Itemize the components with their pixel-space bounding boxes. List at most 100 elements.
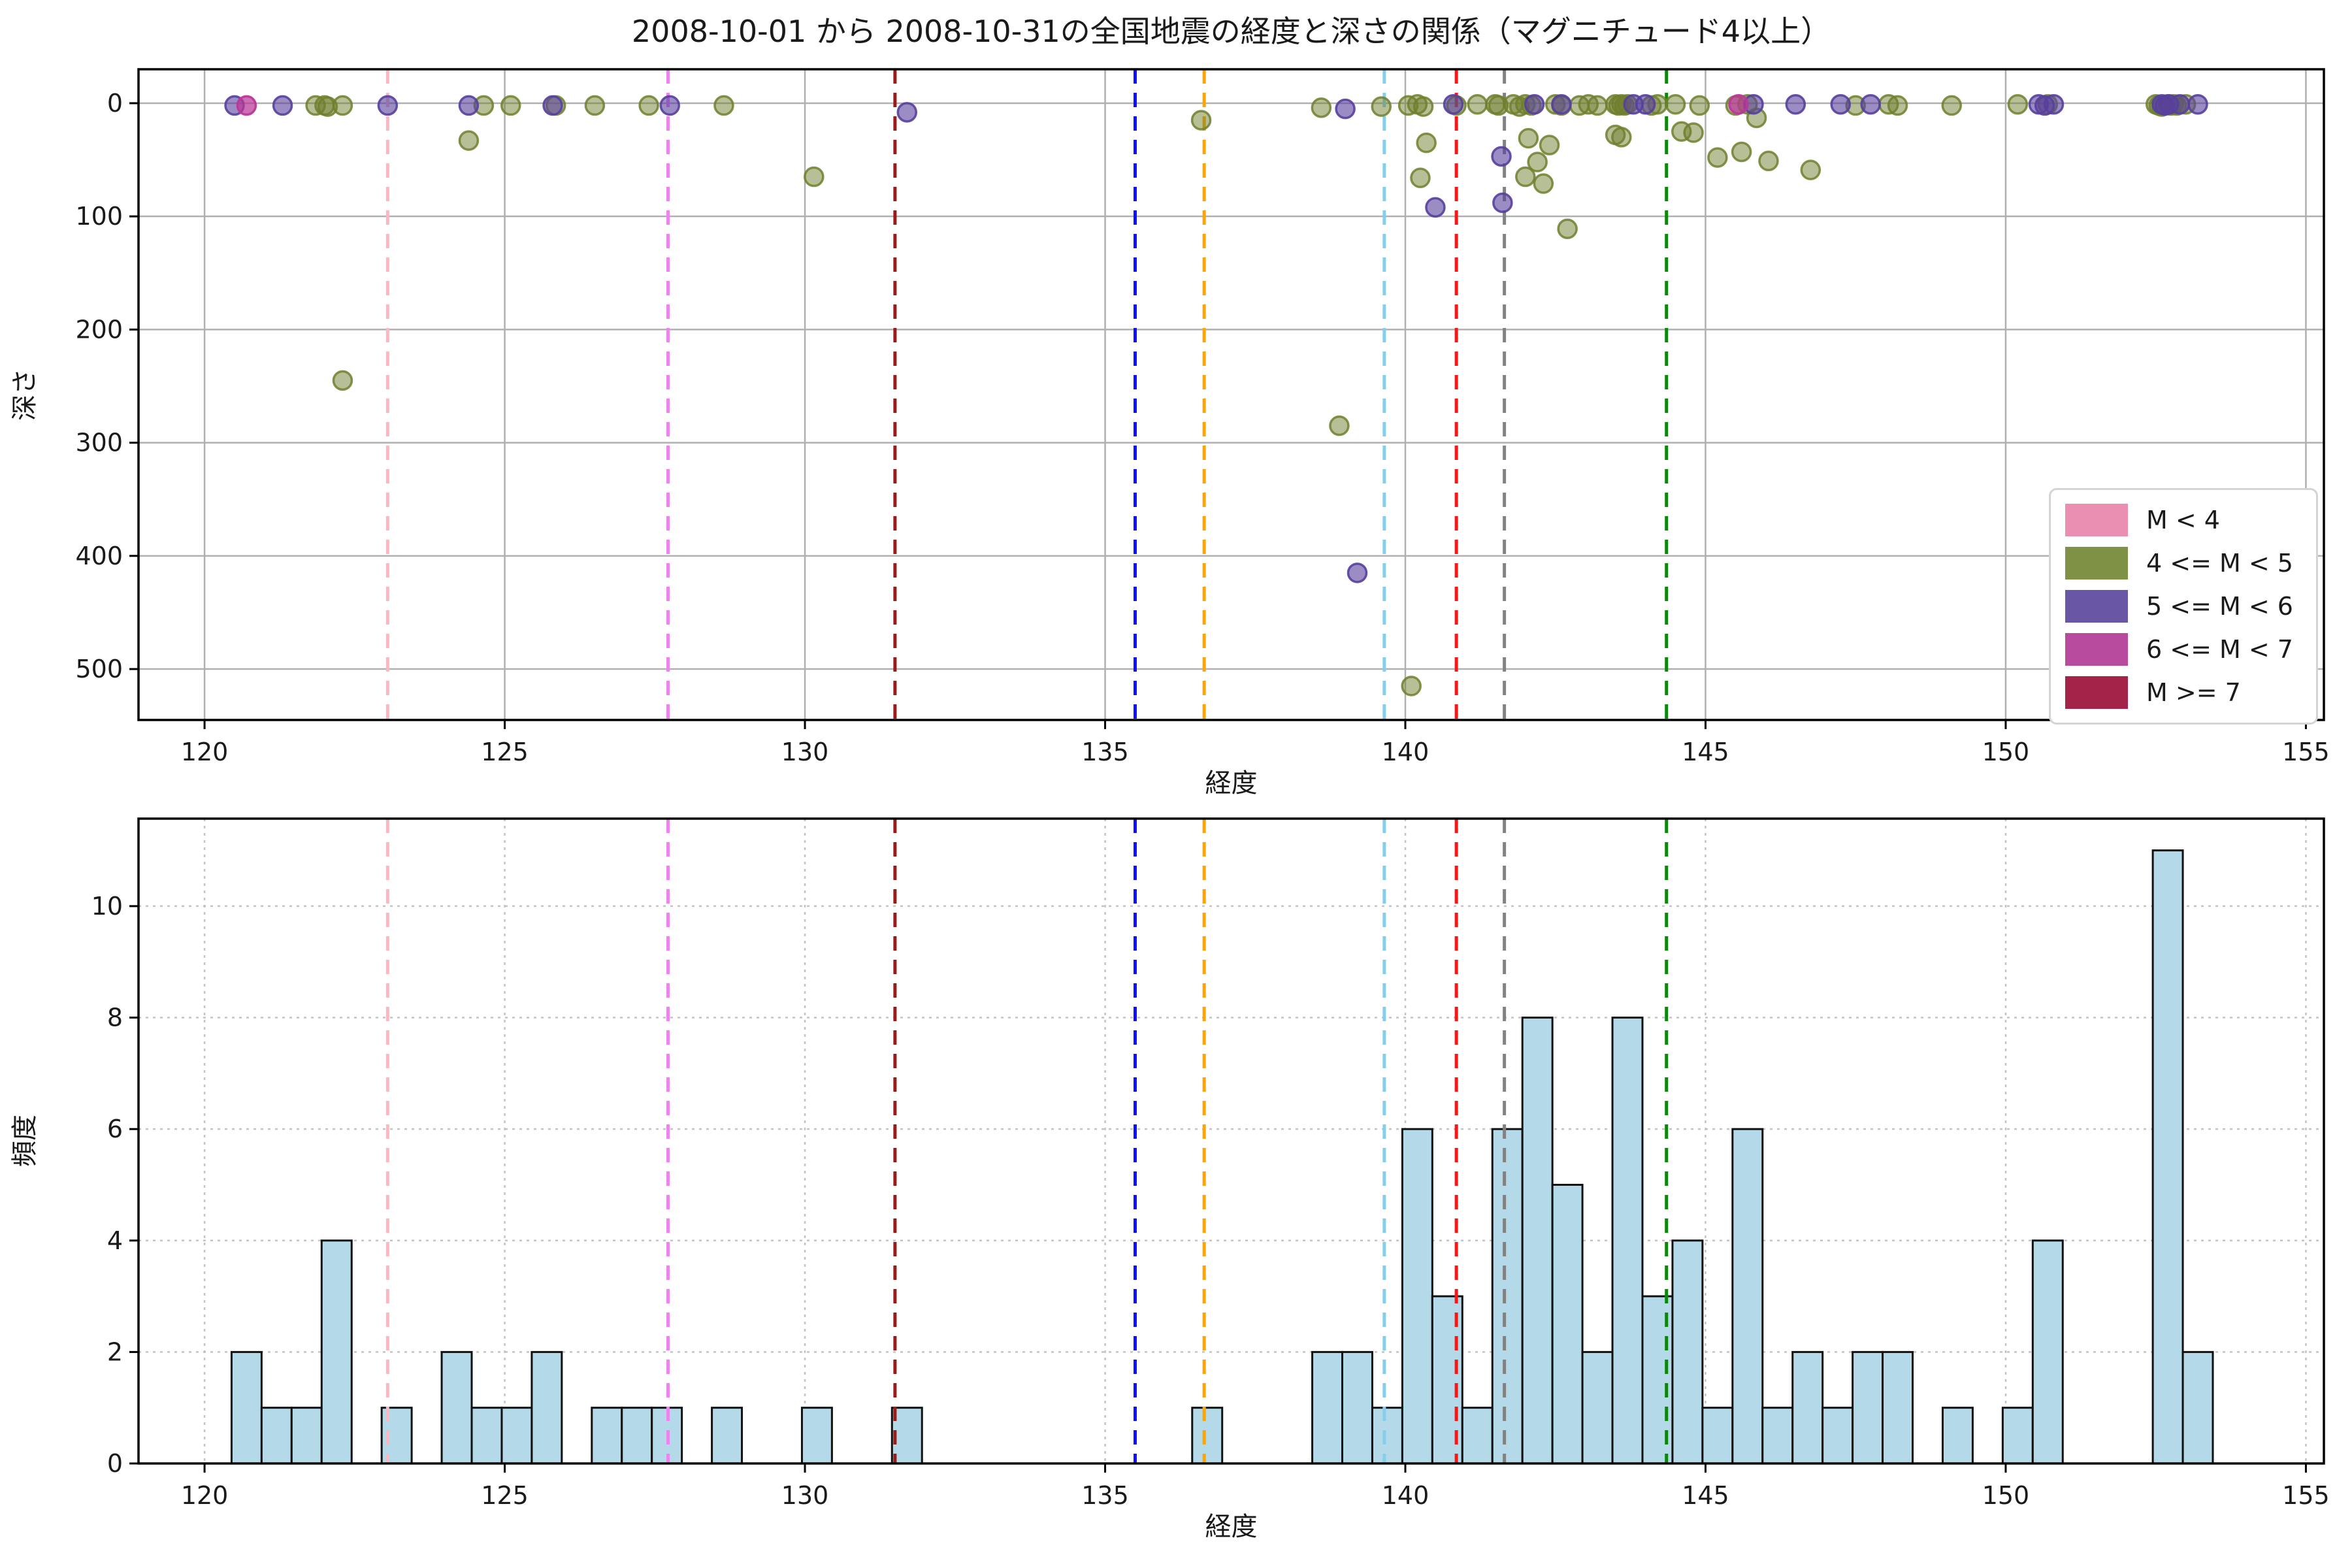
earthquake-point bbox=[1416, 132, 1437, 154]
earthquake-point bbox=[1329, 415, 1350, 436]
axes-frame bbox=[137, 817, 2325, 1465]
magnitude-series bbox=[224, 93, 2208, 583]
earthquake-point bbox=[1551, 93, 1572, 115]
earthquake-point bbox=[1887, 95, 1908, 116]
earthquake-point bbox=[1587, 95, 1608, 116]
earthquake-point bbox=[1311, 97, 1332, 118]
histogram-bar bbox=[711, 1407, 743, 1465]
earthquake-point bbox=[1443, 93, 1464, 115]
histogram-bars bbox=[230, 849, 2214, 1465]
top-y-axis-label: 深さ bbox=[10, 368, 40, 421]
earthquake-point bbox=[1371, 96, 1392, 117]
histogram-bar bbox=[260, 1407, 293, 1465]
legend-item: 5 <= M < 6 bbox=[2065, 589, 2302, 623]
histogram-bar bbox=[1731, 1128, 1764, 1465]
magnitude-series bbox=[236, 93, 1749, 116]
earthquake-point bbox=[2043, 93, 2065, 115]
y-tick-label: 0 bbox=[107, 89, 123, 118]
legend-label: M < 4 bbox=[2146, 506, 2220, 534]
y-tick-label: 6 bbox=[107, 1115, 123, 1143]
axis-ticks: 120 125 130 135 140 145 150 155 0 100 200 300 400 500 bbox=[75, 89, 2329, 766]
x-tick-label: 135 bbox=[1081, 738, 1129, 766]
x-tick-label: 125 bbox=[481, 738, 529, 766]
earthquake-point bbox=[458, 95, 480, 116]
earthquake-point bbox=[1533, 173, 1554, 194]
y-tick-label: 400 bbox=[75, 542, 123, 570]
earthquake-point bbox=[1635, 93, 1656, 115]
legend-swatch-icon bbox=[2065, 633, 2128, 666]
earthquake-point bbox=[500, 95, 521, 116]
earthquake-point bbox=[1491, 146, 1512, 167]
x-tick-label: 120 bbox=[181, 738, 229, 766]
earthquake-point bbox=[1941, 95, 1962, 116]
histogram-bar bbox=[1341, 1350, 1373, 1465]
earthquake-point bbox=[896, 102, 918, 123]
earthquake-point bbox=[1731, 141, 1752, 163]
histogram-bar bbox=[1521, 1017, 1554, 1465]
earthquake-point bbox=[1800, 159, 1821, 180]
histogram-bar bbox=[500, 1407, 533, 1465]
histogram-bar bbox=[320, 1239, 353, 1465]
y-tick-label: 0 bbox=[107, 1449, 123, 1478]
earthquake-point bbox=[1683, 122, 1704, 143]
earthquake-point bbox=[1860, 93, 1881, 115]
y-tick-label: 4 bbox=[107, 1226, 123, 1255]
histogram-bar bbox=[440, 1350, 473, 1465]
earthquake-point bbox=[1707, 147, 1728, 168]
histogram-bar bbox=[290, 1407, 323, 1465]
histogram-bar bbox=[621, 1407, 653, 1465]
legend-swatch-icon bbox=[2065, 676, 2128, 709]
earthquake-point bbox=[1347, 563, 1368, 583]
histogram-bar bbox=[1671, 1239, 1704, 1465]
earthquake-point bbox=[377, 95, 399, 116]
x-tick-label: 145 bbox=[1682, 1481, 1729, 1510]
x-tick-label: 140 bbox=[1382, 738, 1429, 766]
histogram-bar bbox=[1401, 1128, 1433, 1465]
earthquake-point bbox=[236, 95, 257, 116]
x-tick-label: 130 bbox=[781, 738, 829, 766]
histogram-bar bbox=[2151, 849, 2184, 1465]
earthquake-point bbox=[804, 166, 825, 188]
histogram-bar bbox=[470, 1407, 503, 1465]
legend-item: M >= 7 bbox=[2065, 676, 2302, 710]
top-x-axis-label: 経度 bbox=[1205, 768, 1258, 798]
legend-swatch-icon bbox=[2065, 504, 2128, 536]
earthquake-point bbox=[1425, 197, 1446, 218]
y-tick-label: 300 bbox=[75, 429, 123, 457]
histogram-bar bbox=[1491, 1128, 1524, 1465]
y-tick-label: 2 bbox=[107, 1337, 123, 1366]
histogram-bar bbox=[1461, 1407, 1494, 1465]
histogram-bar bbox=[1882, 1350, 1914, 1465]
x-tick-label: 155 bbox=[2282, 1481, 2330, 1510]
histogram-bar bbox=[1611, 1017, 1644, 1465]
earthquake-point bbox=[1515, 166, 1536, 188]
legend-label: 6 <= M < 7 bbox=[2146, 635, 2293, 664]
legend-item: 6 <= M < 7 bbox=[2065, 632, 2302, 666]
earthquake-point bbox=[1467, 93, 1488, 115]
earthquake-point bbox=[1492, 192, 1513, 214]
city-reference-lines bbox=[385, 69, 1669, 720]
y-tick-label: 500 bbox=[75, 655, 123, 683]
earthquake-point bbox=[1758, 150, 1779, 172]
histogram-bar bbox=[2031, 1239, 2064, 1465]
earthquake-point bbox=[332, 370, 353, 391]
earthquake-point bbox=[659, 95, 681, 116]
x-tick-label: 150 bbox=[1982, 1481, 2030, 1510]
earthquake-point bbox=[1665, 93, 1686, 115]
y-tick-label: 100 bbox=[75, 202, 123, 231]
earthquake-point bbox=[1539, 135, 1560, 155]
x-tick-label: 120 bbox=[181, 1481, 229, 1510]
histogram-bar bbox=[1941, 1407, 1974, 1465]
histogram-bar bbox=[591, 1407, 623, 1465]
earthquake-point bbox=[1785, 93, 1806, 115]
earthquake-point bbox=[1611, 127, 1632, 148]
histogram-plot: 120 125 130 135 140 145 150 155 0 2 4 6 8 10 bbox=[91, 817, 2330, 1510]
scatter-plot: 120 125 130 135 140 145 150 155 0 100 200 300 400 500 bbox=[75, 68, 2330, 766]
x-tick-label: 130 bbox=[781, 1481, 829, 1510]
legend-label: M >= 7 bbox=[2146, 678, 2241, 707]
histogram-bar bbox=[1761, 1407, 1794, 1465]
magnitude-series bbox=[305, 93, 2197, 696]
histogram-bar bbox=[1311, 1350, 1344, 1465]
x-tick-label: 145 bbox=[1682, 738, 1729, 766]
